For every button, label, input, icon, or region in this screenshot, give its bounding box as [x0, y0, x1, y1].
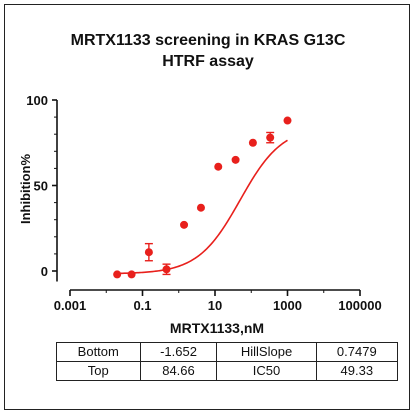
data-point [127, 270, 136, 279]
fit-curve [117, 139, 288, 275]
tick-labels: 0 50 100 0.001 0.1 10 1000 100000 [26, 93, 381, 313]
data-point [248, 138, 257, 147]
param-label-bottom: Bottom [56, 342, 141, 362]
y-tick-label: 0 [41, 264, 48, 279]
param-value-bottom: -1.652 [139, 342, 218, 362]
table-row: Top 84.66 IC50 49.33 [56, 361, 399, 381]
data-point [231, 155, 240, 164]
param-label-hillslope: HillSlope [216, 342, 317, 362]
data-point [144, 248, 153, 257]
x-tick-label: 1000 [273, 298, 302, 313]
data-point [180, 220, 189, 229]
data-point [162, 265, 171, 274]
chart-title-line-1: MRTX1133 screening in KRAS G13C [70, 32, 346, 49]
x-axis-label: MRTX1133,nM [170, 320, 264, 336]
x-tick-label: 100000 [338, 298, 381, 313]
data-point [196, 203, 205, 212]
param-value-top: 84.66 [139, 361, 218, 381]
table-row: Bottom -1.652 HillSlope 0.7479 [56, 342, 399, 362]
axes [52, 99, 361, 296]
y-tick-label: 100 [26, 93, 48, 108]
data-point [283, 116, 292, 125]
y-axis-label: Inhibition% [18, 154, 33, 224]
data-points [113, 116, 292, 279]
param-label-ic50: IC50 [216, 361, 317, 381]
param-label-top: Top [56, 361, 141, 381]
chart-title-line-2: HTRF assay [162, 53, 254, 70]
param-value-ic50: 49.33 [315, 361, 399, 381]
x-tick-label: 0.001 [54, 298, 87, 313]
x-tick-label: 0.1 [133, 298, 151, 313]
chart-title: MRTX1133 screening in KRAS G13C HTRF ass… [0, 30, 416, 72]
y-tick-label: 50 [34, 179, 48, 194]
fit-parameters-table: Bottom -1.652 HillSlope 0.7479 Top 84.66… [56, 342, 399, 381]
param-value-hillslope: 0.7479 [315, 342, 399, 362]
x-tick-label: 10 [208, 298, 222, 313]
data-point [214, 162, 223, 171]
data-point [113, 270, 122, 279]
data-point [266, 133, 275, 142]
